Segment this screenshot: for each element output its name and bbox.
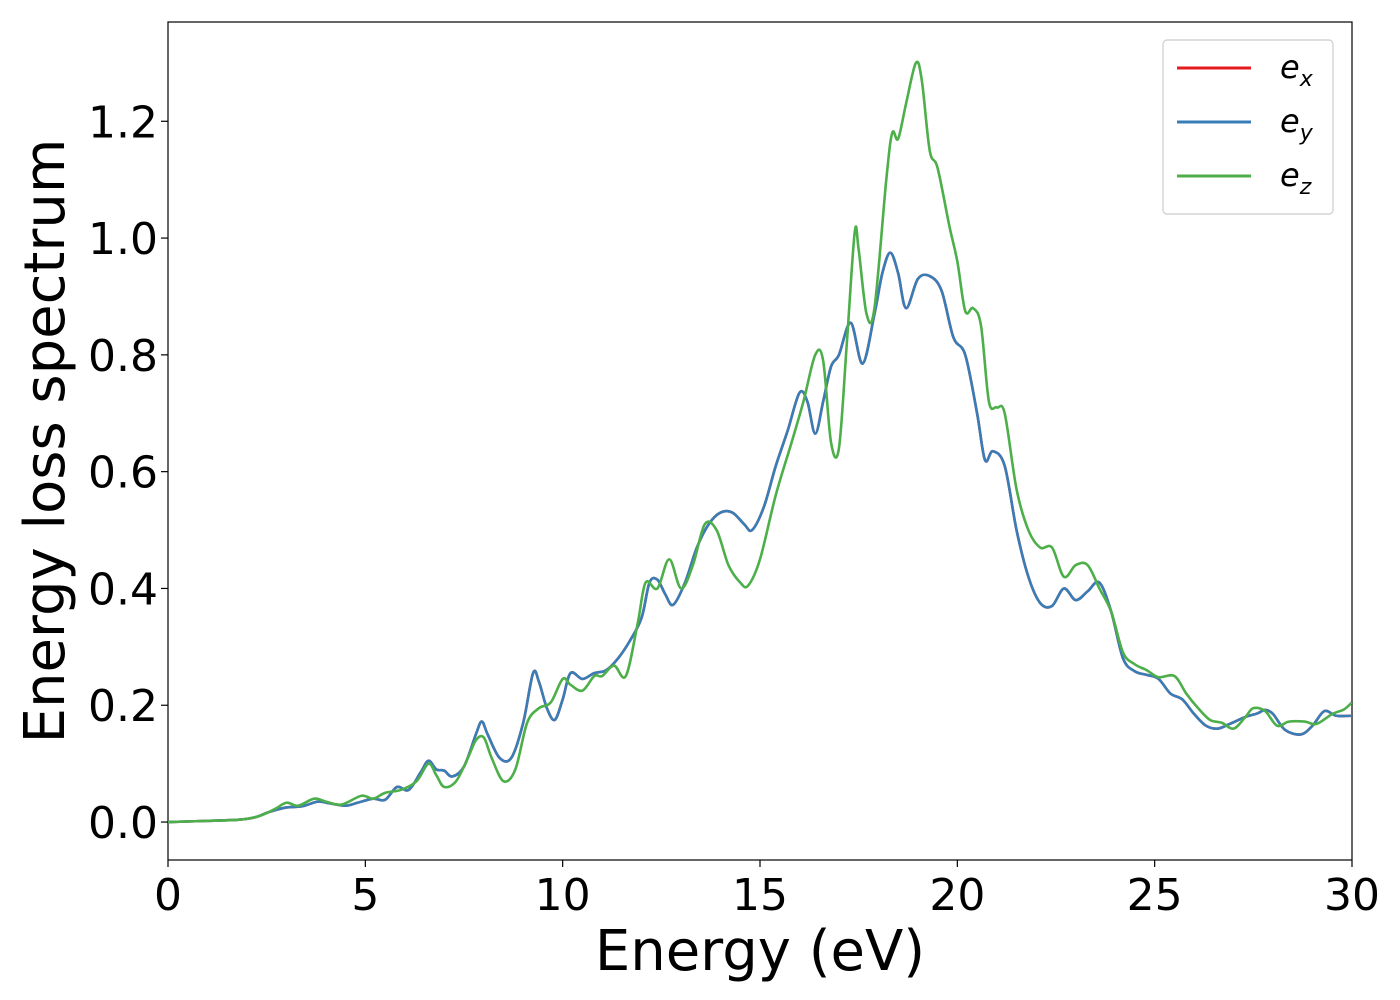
x-tick-label: 25 — [1127, 870, 1183, 921]
y-axis-ticks: 0.0 0.2 0.4 0.6 0.8 1.0 1.2 — [88, 97, 168, 849]
y-tick-label: 0.0 — [88, 798, 158, 849]
legend-label-e-x: ex — [1280, 48, 1314, 92]
legend-box — [1162, 39, 1334, 215]
x-tick-label: 0 — [154, 870, 182, 921]
legend-label-e-z: ez — [1280, 156, 1312, 200]
series-line-e-z — [168, 60, 1352, 824]
series-line-e-x — [168, 251, 1352, 824]
y-tick-label: 0.8 — [88, 331, 158, 382]
legend: ex ey ez — [1162, 39, 1334, 215]
series-lines — [168, 60, 1352, 824]
x-axis-title: Energy (eV) — [595, 919, 925, 984]
x-tick-label: 5 — [351, 870, 379, 921]
x-tick-label: 15 — [732, 870, 788, 921]
x-tick-label: 30 — [1324, 870, 1380, 921]
legend-label-e-y: ey — [1280, 102, 1314, 146]
y-tick-label: 0.4 — [88, 564, 158, 615]
x-tick-label: 10 — [535, 870, 591, 921]
y-tick-label: 0.6 — [88, 448, 158, 499]
y-axis-title: Energy loss spectrum — [13, 139, 78, 744]
x-axis-ticks: 0 5 10 15 20 25 30 — [154, 860, 1380, 921]
y-tick-label: 0.2 — [88, 681, 158, 732]
legend-items: ex ey ez — [1177, 48, 1314, 200]
x-tick-label: 20 — [929, 870, 985, 921]
series-line-e-y — [168, 251, 1352, 824]
y-tick-label: 1.0 — [88, 214, 158, 265]
y-tick-label: 1.2 — [88, 97, 158, 148]
